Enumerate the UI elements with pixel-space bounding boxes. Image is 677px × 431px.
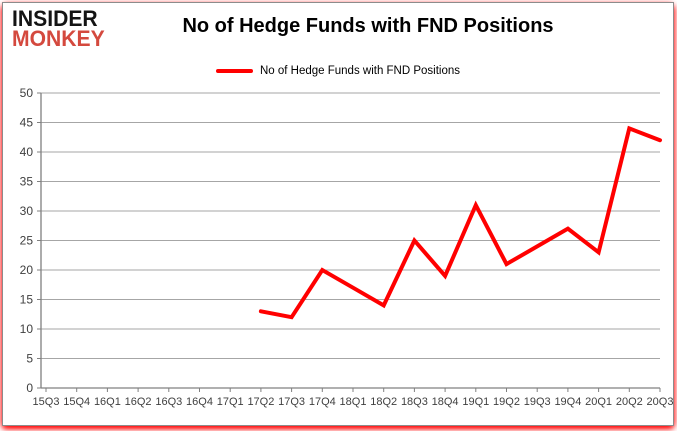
x-tick-label: 17Q2 [247,396,274,408]
x-tick-label: 20Q1 [585,396,612,408]
x-axis-labels: 15Q3 15Q4 16Q1 16Q2 16Q3 16Q4 17Q1 17Q2 17Q3 17Q4… [33,396,674,408]
x-tick-label: 20Q2 [616,396,643,408]
logo-text-monkey: MONKEY [12,26,105,52]
y-tick-label: 50 [20,86,34,100]
chart-title: No of Hedge Funds with FND Positions [182,15,554,37]
legend-label: No of Hedge Funds with FND Positions [259,65,461,77]
x-tick-label: 15Q4 [63,396,90,408]
gridlines [41,92,660,359]
x-tick-label: 17Q1 [217,396,244,408]
x-tick-label: 16Q3 [155,396,182,408]
y-tick-label: 15 [20,293,34,307]
series-line [258,125,662,320]
x-tick-label: 19Q4 [554,396,581,408]
legend: No of Hedge Funds with FND Positions [3,65,673,77]
legend-line-swatch [215,69,253,73]
axes [37,92,661,392]
x-tick-label: 18Q4 [432,396,459,408]
chart-frame: INSIDER MONKEY No of Hedge Funds with FN… [2,2,674,426]
x-tick-label: 15Q3 [33,396,60,408]
insider-monkey-logo: INSIDER MONKEY [12,6,105,52]
y-tick-label: 25 [20,234,34,248]
y-tick-label: 20 [20,263,34,277]
y-tick-label: 0 [26,381,33,395]
x-tick-label: 16Q4 [186,396,213,408]
x-tick-label: 19Q3 [524,396,551,408]
line-chart: 0 5 10 15 20 25 30 35 40 45 50 15Q3 15Q4 16Q1 16Q2 16Q3… [20,86,674,408]
y-tick-label: 5 [26,352,33,366]
x-tick-label: 18Q2 [370,396,397,408]
x-tick-label: 16Q1 [94,396,121,408]
x-tick-label: 18Q3 [401,396,428,408]
x-tick-label: 19Q2 [493,396,520,408]
y-axis-labels: 0 5 10 15 20 25 30 35 40 45 50 [20,86,34,395]
x-tick-label: 17Q4 [309,396,336,408]
y-tick-label: 45 [20,116,34,130]
y-tick-label: 35 [20,175,34,189]
y-tick-label: 30 [20,204,34,218]
x-tick-label: 19Q1 [462,396,489,408]
x-tick-label: 18Q1 [340,396,367,408]
y-tick-label: 40 [20,145,34,159]
logo-text-insider: INSIDER [12,6,98,31]
y-tick-label: 10 [20,322,34,336]
x-tick-label: 17Q3 [278,396,305,408]
x-tick-label: 20Q3 [647,396,674,408]
x-tick-label: 16Q2 [125,396,152,408]
